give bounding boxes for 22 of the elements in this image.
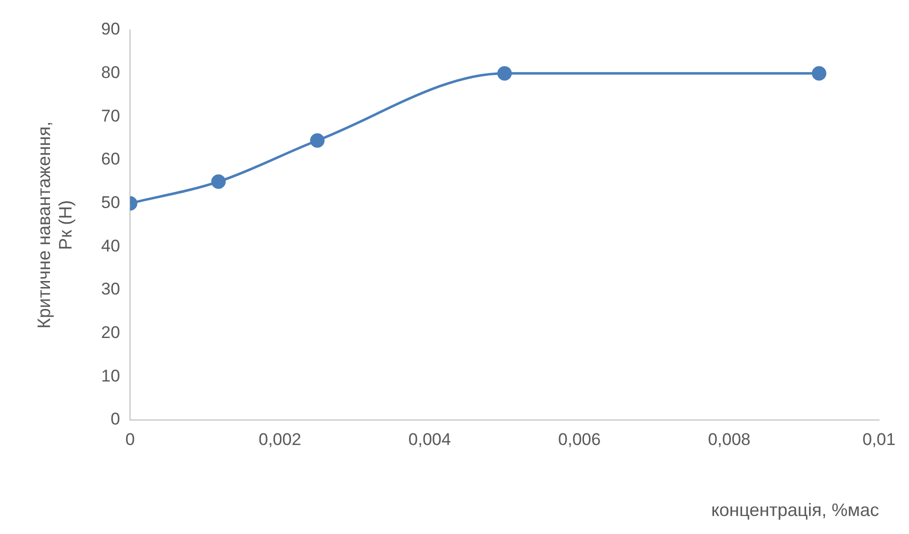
x-tick-label: 0 — [125, 430, 135, 449]
y-tick-label: 90 — [101, 20, 120, 39]
y-tick-label: 40 — [101, 236, 120, 256]
y-tick-label: 50 — [101, 193, 120, 212]
point — [812, 66, 826, 81]
y-tick-label: 70 — [101, 106, 120, 126]
x-tick-label: 0,004 — [408, 430, 451, 449]
y-tick-label: 10 — [101, 366, 120, 386]
point — [211, 174, 226, 189]
y-tick-label: 20 — [101, 323, 120, 342]
x-tick-label: 0,008 — [708, 430, 750, 449]
y-tick-label: 60 — [101, 150, 120, 169]
y-tick-label: 30 — [101, 280, 120, 299]
x-tick-label: 0,01 — [862, 430, 896, 449]
x-tick-label: 0,006 — [558, 430, 601, 449]
x-axis-title: концентрація, %мас — [711, 500, 879, 520]
y-axis-title: Критичне навантаження, Рк (Н) — [34, 121, 76, 329]
point — [497, 66, 512, 81]
x-tick-label: 0,002 — [258, 430, 302, 449]
point — [310, 133, 325, 148]
y-tick-label: 0 — [110, 410, 120, 429]
y-tick-label: 80 — [101, 63, 120, 82]
